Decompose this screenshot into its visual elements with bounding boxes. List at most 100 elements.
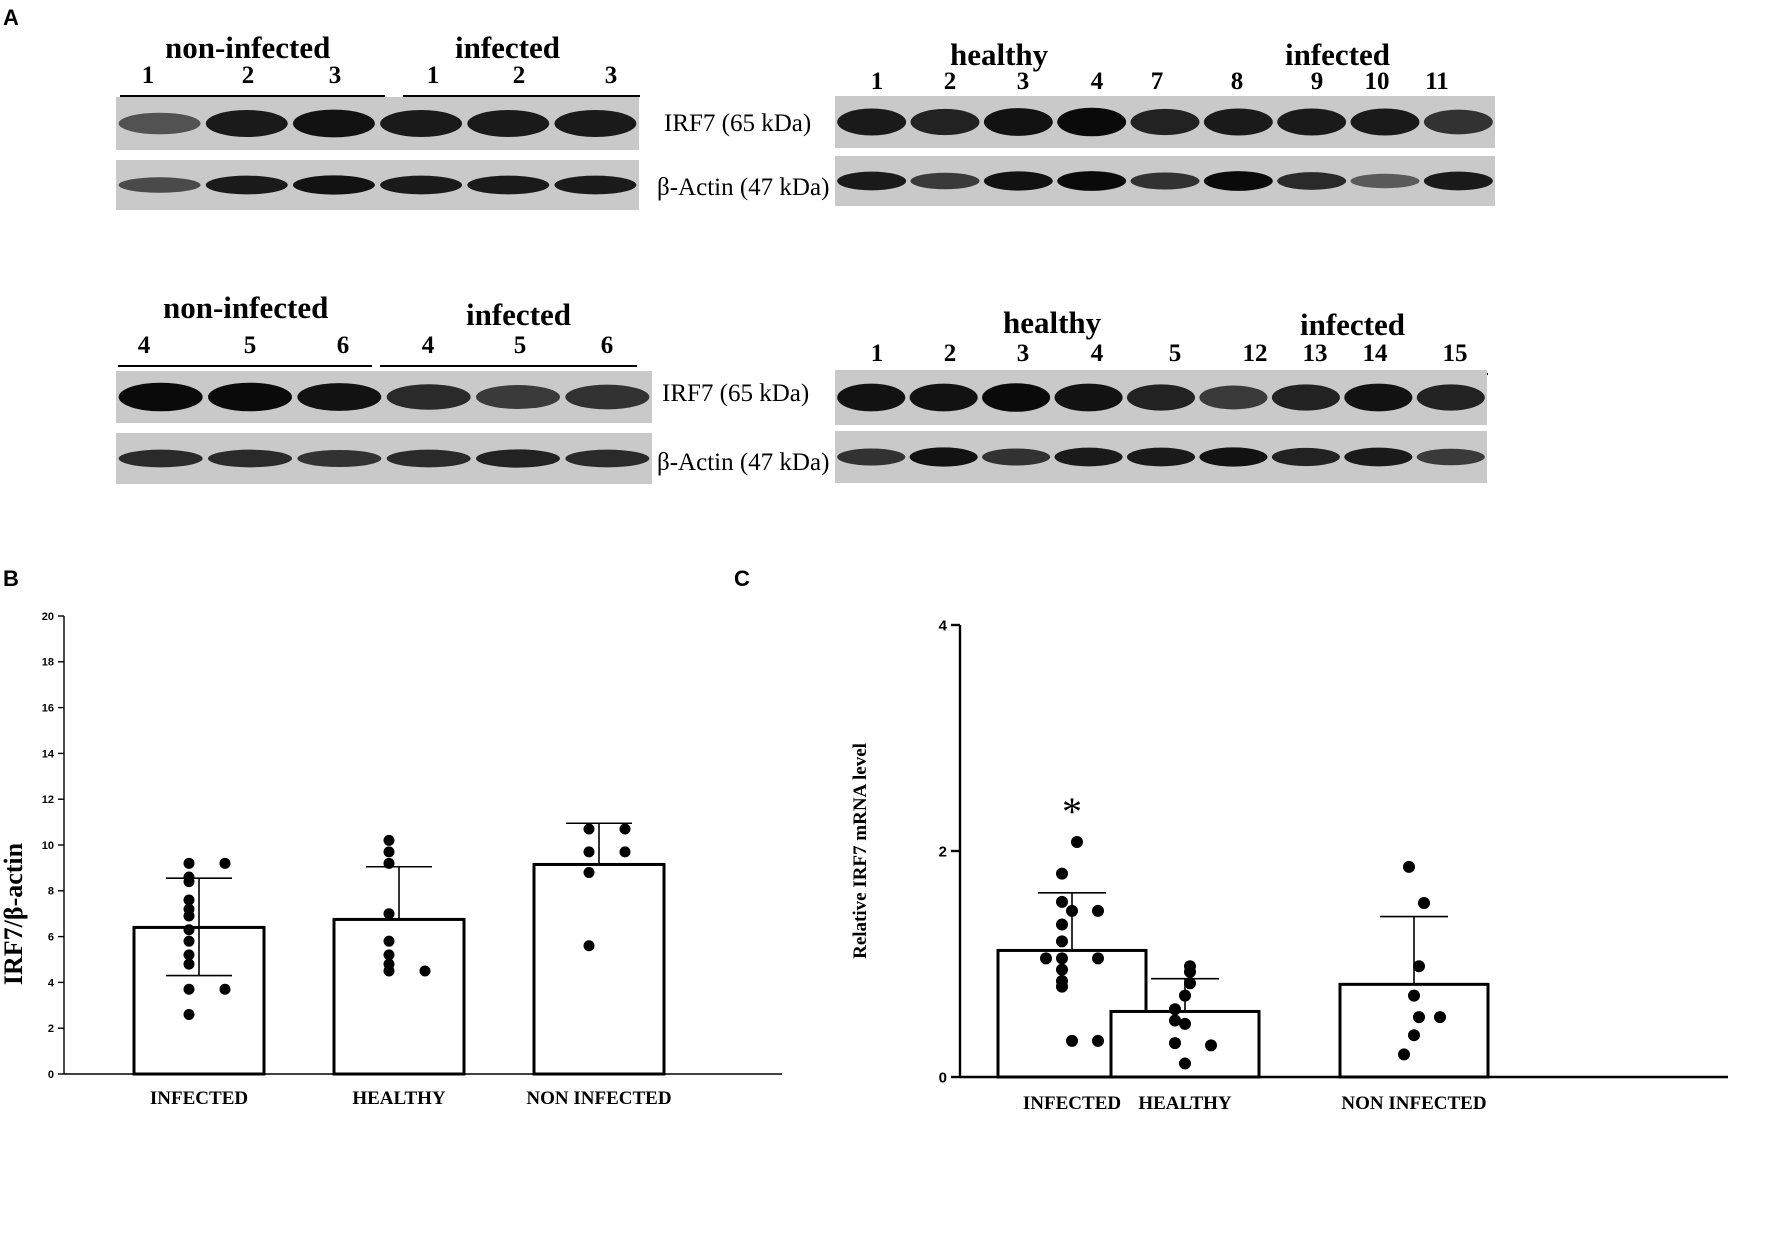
lane-number: 13 xyxy=(1302,340,1328,367)
lane-number: 3 xyxy=(604,62,618,89)
data-point xyxy=(1092,1034,1104,1047)
blot-band xyxy=(380,175,463,195)
data-point xyxy=(219,857,231,869)
lane-number: 2 xyxy=(943,68,957,95)
data-point xyxy=(1408,989,1420,1002)
panel-label-c: C xyxy=(734,566,750,591)
blot-band xyxy=(909,383,978,412)
blot-band xyxy=(386,449,471,468)
lane-number: 4 xyxy=(421,332,435,359)
blot-group-label: infected xyxy=(1285,37,1391,72)
data-point xyxy=(1398,1048,1410,1061)
data-point xyxy=(1056,895,1068,908)
y-tick-label: 0 xyxy=(939,1069,947,1086)
blot-band xyxy=(1277,172,1347,190)
blot-band xyxy=(476,449,560,468)
data-point xyxy=(1056,867,1068,880)
data-point xyxy=(1184,977,1196,990)
blot-band xyxy=(983,171,1053,191)
blot-band xyxy=(1416,384,1485,411)
blot-band xyxy=(1054,383,1123,412)
chart-b-irf7-protein: IRF7/β-actin 0 2 4 6 8 10 12 14 16 18 20 INFECTED HE… xyxy=(0,611,782,1109)
blot-band xyxy=(554,109,637,138)
blot-band xyxy=(467,109,550,138)
data-point xyxy=(1413,960,1425,973)
data-point xyxy=(583,940,595,952)
blot-background xyxy=(116,433,652,484)
blot-strip-irf7 xyxy=(116,97,639,150)
blot-band xyxy=(1203,108,1273,136)
blot-band xyxy=(1271,384,1340,411)
data-point xyxy=(1056,918,1068,931)
lane-number: 4 xyxy=(1090,340,1104,367)
data-point xyxy=(583,823,595,835)
blot-group-label: non-infected xyxy=(163,290,329,325)
blot-band xyxy=(467,175,550,195)
blot-band xyxy=(1130,108,1200,136)
data-point xyxy=(619,846,631,858)
blot-group-label: non-infected xyxy=(165,30,331,65)
blot-group-rule xyxy=(403,95,640,97)
data-point xyxy=(1179,1057,1191,1070)
blot-band xyxy=(554,175,637,195)
blot-band xyxy=(1203,171,1273,191)
blot-band xyxy=(1057,171,1127,191)
blot-group-label: healthy xyxy=(1003,305,1102,340)
blot-group-label: infected xyxy=(466,297,572,332)
data-point xyxy=(183,935,195,947)
data-point xyxy=(1179,1017,1191,1030)
blot-band xyxy=(1416,448,1485,466)
irf7-label-bottom: IRF7 (65 kDa) xyxy=(662,380,810,407)
panel-label-b: B xyxy=(3,566,19,591)
lane-number: 4 xyxy=(1090,68,1104,95)
blot-band xyxy=(476,385,560,409)
data-point xyxy=(1071,835,1083,848)
data-point xyxy=(1056,952,1068,965)
lane-number: 2 xyxy=(943,340,957,367)
blot-strip-irf7 xyxy=(835,96,1495,148)
data-point xyxy=(1413,1011,1425,1024)
data-point xyxy=(1066,1034,1078,1047)
blot-band xyxy=(380,109,463,138)
blot-band xyxy=(1344,447,1413,467)
lane-number: 2 xyxy=(241,62,255,89)
lane-number: 6 xyxy=(600,332,614,359)
bar xyxy=(532,862,666,1076)
lane-number: 3 xyxy=(1016,68,1030,95)
blot-band xyxy=(1057,107,1127,137)
blot-band xyxy=(1199,385,1268,410)
data-point xyxy=(383,857,395,869)
blot-band xyxy=(982,383,1051,412)
data-point xyxy=(183,949,195,961)
y-tick-label: 4 xyxy=(939,617,948,634)
data-point xyxy=(1418,896,1430,909)
y-tick-label: 6 xyxy=(48,931,54,943)
lane-number: 5 xyxy=(1168,340,1182,367)
significance-marker: * xyxy=(1062,789,1082,834)
data-point xyxy=(183,958,195,970)
blot-band xyxy=(565,384,650,410)
blot-band xyxy=(118,177,201,193)
data-point xyxy=(419,965,431,977)
blot-strip-actin xyxy=(835,431,1487,483)
lane-number: 10 xyxy=(1364,68,1390,95)
data-point xyxy=(383,965,395,977)
data-point xyxy=(1205,1039,1217,1052)
blot-band xyxy=(1350,108,1420,136)
lane-number: 2 xyxy=(512,62,526,89)
data-point xyxy=(1066,904,1078,917)
data-point xyxy=(1092,952,1104,965)
lane-number: 1 xyxy=(870,68,884,95)
blot-group-rule xyxy=(380,365,637,367)
y-tick-label: 8 xyxy=(48,886,54,898)
blot-band xyxy=(1126,384,1196,411)
chart-b-ylabel: IRF7/β-actin xyxy=(0,842,28,985)
data-point xyxy=(1056,935,1068,948)
blot-band xyxy=(837,383,906,412)
blot-band xyxy=(208,382,292,412)
y-tick-label: 16 xyxy=(42,702,54,714)
data-point xyxy=(583,866,595,878)
lane-number: 1 xyxy=(870,340,884,367)
blot-band xyxy=(386,384,471,410)
data-point xyxy=(183,983,195,995)
